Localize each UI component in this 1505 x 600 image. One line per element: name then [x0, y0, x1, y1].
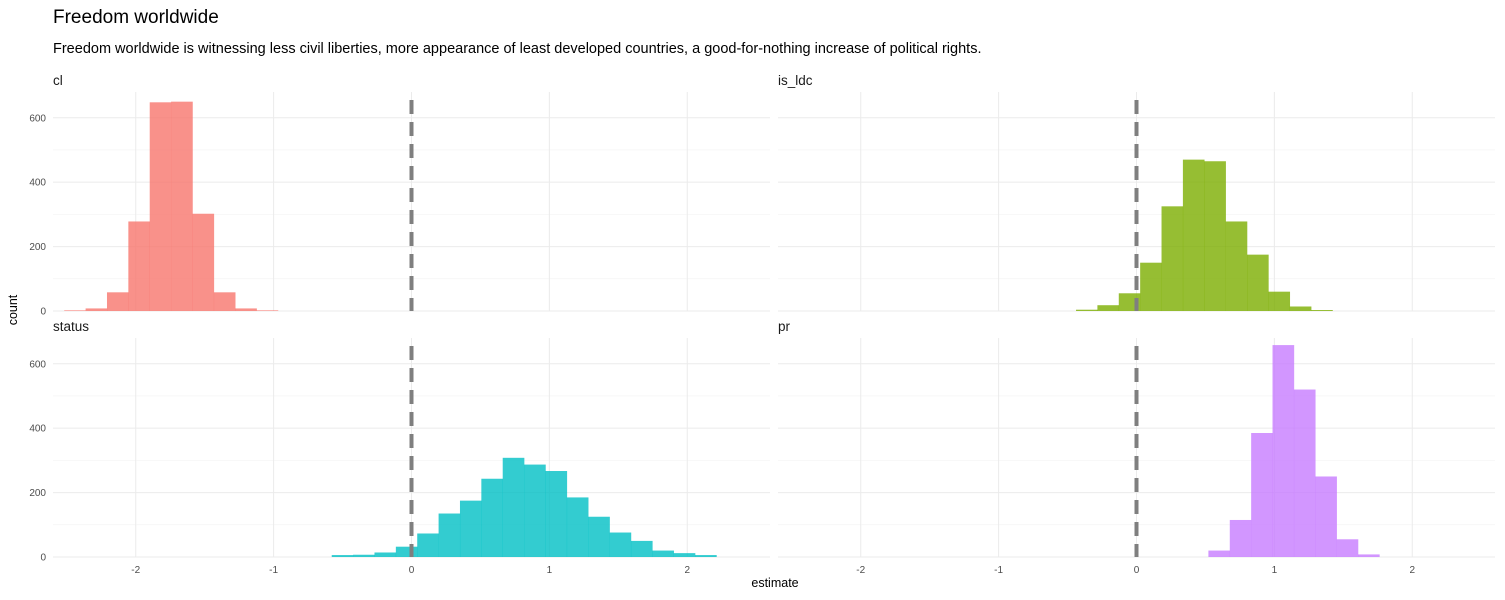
histogram-bar	[566, 497, 589, 557]
histogram-bar	[1311, 310, 1333, 311]
histogram-bar	[395, 546, 418, 557]
y-tick-label: 400	[29, 178, 46, 189]
histogram-bar	[1161, 206, 1184, 311]
histogram-bar	[331, 555, 354, 557]
histogram-bar	[481, 478, 503, 557]
histogram-bar	[1289, 306, 1312, 311]
histogram-bar	[1272, 345, 1295, 557]
histogram-bar	[1315, 476, 1337, 557]
histogram-bar	[106, 292, 129, 311]
chart-title: Freedom worldwide	[53, 7, 219, 28]
y-tick-label: 200	[29, 488, 46, 499]
panel-strip-label: cl	[53, 73, 63, 88]
x-tick-label: -2	[131, 565, 140, 576]
x-tick-label: -2	[856, 565, 865, 576]
histogram-bar	[1293, 389, 1316, 557]
y-tick-label: 0	[40, 553, 46, 564]
y-tick-label: 200	[29, 242, 46, 253]
histogram-bar	[652, 550, 674, 557]
histogram-bar	[256, 310, 279, 311]
x-tick-label: -1	[994, 565, 1003, 576]
panel-strip-label: status	[53, 319, 89, 334]
histogram-bar	[1140, 262, 1162, 311]
histogram-bar	[609, 532, 632, 557]
histogram-bar	[1076, 309, 1098, 311]
histogram-bar	[213, 292, 236, 311]
histogram-bar	[1229, 519, 1252, 557]
x-tick-label: 2	[684, 565, 690, 576]
histogram-bar	[502, 457, 525, 557]
histogram-bar	[128, 221, 151, 311]
panel-strip-label: pr	[778, 319, 791, 334]
y-tick-label: 600	[29, 359, 46, 370]
histogram-bar	[353, 554, 375, 557]
histogram-bar	[1182, 159, 1205, 311]
histogram-bar	[85, 308, 108, 311]
panel-strip-label: is_ldc	[778, 73, 813, 88]
x-tick-label: 1	[1272, 565, 1278, 576]
histogram-bar	[438, 513, 461, 557]
chart-subtitle: Freedom worldwide is witnessing less civ…	[53, 41, 982, 57]
x-tick-label: 0	[1134, 565, 1140, 576]
histogram-bar	[459, 500, 482, 557]
histogram-bar	[1097, 305, 1120, 311]
histogram-bar	[1204, 161, 1226, 311]
histogram-bar	[673, 553, 696, 557]
x-axis-label: estimate	[751, 576, 799, 590]
x-tick-label: -1	[269, 565, 278, 576]
histogram-bar	[695, 555, 717, 557]
histogram-bar	[1225, 221, 1248, 311]
histogram-bar	[235, 308, 257, 311]
y-tick-label: 400	[29, 424, 46, 435]
histogram-bar	[171, 101, 193, 311]
histogram-bar	[524, 464, 546, 557]
histogram-bar	[1358, 554, 1380, 557]
x-tick-label: 2	[1409, 565, 1415, 576]
x-tick-label: 0	[409, 565, 415, 576]
histogram-bar	[1268, 291, 1291, 311]
histogram-bar	[374, 552, 397, 557]
histogram-bar	[1251, 433, 1273, 557]
histogram-bar	[192, 213, 215, 311]
histogram-bar	[149, 102, 172, 312]
histogram-bar	[545, 471, 568, 557]
histogram-bar	[630, 540, 653, 557]
histogram-bar	[1336, 539, 1359, 557]
y-tick-label: 0	[40, 307, 46, 318]
x-tick-label: 1	[547, 565, 553, 576]
histogram-bar	[588, 516, 610, 557]
histogram-bar	[1208, 550, 1231, 557]
histogram-bar	[64, 310, 86, 311]
y-tick-label: 600	[29, 113, 46, 124]
histogram-bar	[417, 533, 439, 557]
histogram-bar	[1247, 254, 1269, 311]
